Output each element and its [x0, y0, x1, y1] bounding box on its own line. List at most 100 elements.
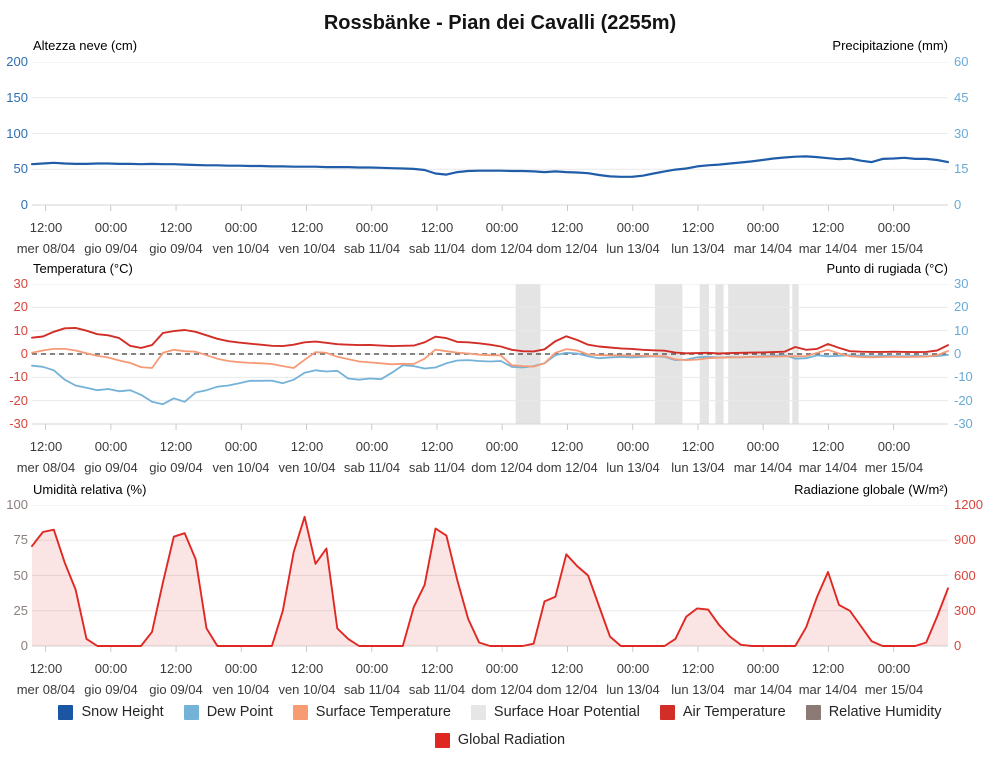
temperature-dewpoint-right-tick-label: 30 [954, 276, 969, 291]
snow-precipitation-x-date-label: lun 13/04 [671, 241, 725, 256]
snow-precipitation-x-time-label: 00:00 [616, 220, 650, 235]
humidity-radiation-x-time-label: 12:00 [550, 661, 584, 676]
humidity-radiation-x-date-label: sab 11/04 [408, 682, 466, 697]
temperature-dewpoint-x-time-label: 00:00 [616, 439, 650, 454]
legend-label: Dew Point [206, 704, 273, 720]
humidity-radiation-left-tick-label: 25 [13, 602, 28, 618]
humidity-radiation-x-date-label: gio 09/04 [149, 682, 203, 697]
temperature-dewpoint-x-time-label: 12:00 [550, 439, 584, 454]
legend-row: Global Radiation [0, 732, 1000, 748]
temperature-dewpoint-x-time-label: 12:00 [29, 439, 63, 454]
temperature-dewpoint-x-time-label: 00:00 [94, 439, 128, 454]
legend-item-global-radiation[interactable]: Global Radiation [434, 732, 566, 748]
temperature-dewpoint-x-date-label: dom 12/04 [471, 460, 533, 475]
legend-item-surface-temperature[interactable]: Surface Temperature [292, 704, 451, 720]
snow-precipitation-right-tick-label: 30 [954, 125, 969, 141]
legend-label: Surface Hoar Potential [493, 704, 640, 720]
snow-precipitation-x-time-label: 12:00 [420, 220, 454, 235]
temperature-dewpoint-right-tick-label: 20 [954, 299, 969, 315]
snow-precipitation-x-date-label: mar 14/04 [798, 241, 858, 256]
snow-precipitation-left-tick-label: 200 [6, 54, 28, 69]
precipitation-axis-title: Precipitazione (mm) [832, 38, 948, 53]
humidity-radiation-right-tick-label: 300 [954, 602, 976, 618]
humidity-radiation-x-time-label: 00:00 [485, 661, 519, 676]
temperature-dewpoint-x-time-label: 00:00 [224, 439, 258, 454]
humidity-radiation-right-tick-label: 600 [954, 567, 976, 583]
legend-swatch-icon [470, 704, 486, 720]
temperature-dewpoint-right-tick-label: -30 [954, 416, 973, 431]
humidity-radiation-x-time-label: 12:00 [420, 661, 454, 676]
snow-precipitation-x-date-label: dom 12/04 [471, 241, 533, 256]
legend-label: Snow Height [81, 704, 164, 720]
temperature-dewpoint-right-tick-label: 0 [954, 346, 962, 361]
legend-row: Snow Height Dew Point Surface Temperature S… [0, 704, 1000, 720]
temperature-dewpoint-x-time-label: 12:00 [159, 439, 193, 454]
temperature-dewpoint-right-tick-label: 10 [954, 322, 969, 338]
legend-label: Surface Temperature [315, 704, 451, 720]
temperature-dewpoint-x-date-label: mar 14/04 [798, 460, 858, 475]
snow-precipitation-x-time-label: 12:00 [290, 220, 324, 235]
humidity-radiation-x-time-label: 00:00 [877, 661, 911, 676]
snow-precipitation-x-date-label: lun 13/04 [606, 241, 660, 256]
legend-swatch-icon [292, 704, 308, 720]
radiation-axis-title: Radiazione globale (W/m²) [794, 482, 948, 497]
page-title: Rossbänke - Pian dei Cavalli (2255m) [323, 12, 677, 34]
temperature-dewpoint-x-time-label: 12:00 [681, 439, 715, 454]
temperature-dewpoint-x-date-label: lun 13/04 [671, 460, 725, 475]
humidity-radiation-x-date-label: mer 15/04 [864, 682, 924, 697]
temperature-axis-title: Temperatura (°C) [33, 261, 133, 276]
snow-precipitation-right-tick-label: 0 [954, 197, 962, 212]
dew-point-line [31, 351, 949, 406]
snow-axis-title: Altezza neve (cm) [33, 38, 138, 53]
humidity-radiation-right-tick-label: 0 [954, 638, 962, 653]
snow-precipitation-x-date-label: mer 08/04 [16, 241, 76, 256]
humidity-radiation-x-time-label: 00:00 [746, 661, 780, 676]
legend-label: Global Radiation [457, 732, 566, 748]
snow-precipitation-x-time-label: 00:00 [485, 220, 519, 235]
humidity-radiation-x-time-label: 12:00 [29, 661, 63, 676]
snow-precipitation-right-tick-label: 60 [954, 54, 969, 69]
temperature-dewpoint-plot[interactable] [0, 284, 1000, 432]
legend-item-relative-humidity[interactable]: Relative Humidity [805, 704, 942, 720]
snow-precipitation-x-date-label: mar 14/04 [733, 241, 793, 256]
legend-item-air-temperature[interactable]: Air Temperature [659, 704, 786, 720]
temperature-dewpoint-x-date-label: dom 12/04 [536, 460, 598, 475]
humidity-radiation-left-tick-label: 100 [6, 497, 28, 512]
humidity-radiation-x-time-label: 00:00 [616, 661, 650, 676]
temperature-dewpoint-left-tick-label: 10 [13, 322, 28, 338]
legend-label: Air Temperature [682, 704, 786, 720]
snow-precipitation-plot[interactable] [0, 62, 1000, 213]
legend-item-snow-height[interactable]: Snow Height [58, 704, 164, 720]
temperature-dewpoint-right-tick-label: -20 [954, 392, 973, 408]
temperature-dewpoint-right-tick-label: -10 [954, 369, 973, 385]
humidity-radiation-right-tick-label: 900 [954, 532, 976, 548]
temperature-dewpoint-x-date-label: mar 14/04 [733, 460, 793, 475]
humidity-radiation-x-date-label: ven 10/04 [212, 682, 270, 697]
humidity-axis-title: Umidità relativa (%) [33, 482, 147, 497]
snow-precipitation-x-date-label: mer 15/04 [864, 241, 924, 256]
snow-precipitation-left-tick-label: 100 [6, 125, 28, 141]
humidity-radiation-x-time-label: 00:00 [94, 661, 128, 676]
temperature-dewpoint-left-tick-label: -30 [9, 416, 28, 431]
legend-item-dew-point[interactable]: Dew Point [183, 704, 273, 720]
legend-item-surface-hoar-potential[interactable]: Surface Hoar Potential [470, 704, 640, 720]
snow-precipitation-x-time-label: 12:00 [681, 220, 715, 235]
snow-precipitation-left-tick-label: 50 [13, 161, 28, 177]
dewpoint-axis-title: Punto di rugiada (°C) [826, 261, 948, 276]
snow-precipitation-x-date-label: sab 11/04 [343, 241, 401, 256]
snow-precipitation-x-time-label: 00:00 [224, 220, 258, 235]
humidity-radiation-x-time-label: 12:00 [159, 661, 193, 676]
snow-precipitation-x-time-label: 12:00 [159, 220, 193, 235]
temperature-dewpoint-left-tick-label: 30 [13, 276, 28, 291]
humidity-radiation-plot[interactable] [0, 505, 1000, 654]
humidity-radiation-left-tick-label: 50 [13, 567, 28, 583]
temperature-dewpoint-x-time-label: 12:00 [420, 439, 454, 454]
humidity-radiation-x-time-label: 12:00 [811, 661, 845, 676]
humidity-radiation-x-time-label: 12:00 [681, 661, 715, 676]
temperature-dewpoint-x-time-label: 00:00 [746, 439, 780, 454]
temperature-dewpoint-left-tick-label: 20 [13, 299, 28, 315]
snow-precipitation-x-time-label: 12:00 [29, 220, 63, 235]
humidity-radiation-left-tick-label: 0 [20, 638, 28, 653]
temperature-dewpoint-left-tick-label: -20 [9, 392, 28, 408]
temperature-dewpoint-left-tick-label: 0 [20, 346, 28, 361]
